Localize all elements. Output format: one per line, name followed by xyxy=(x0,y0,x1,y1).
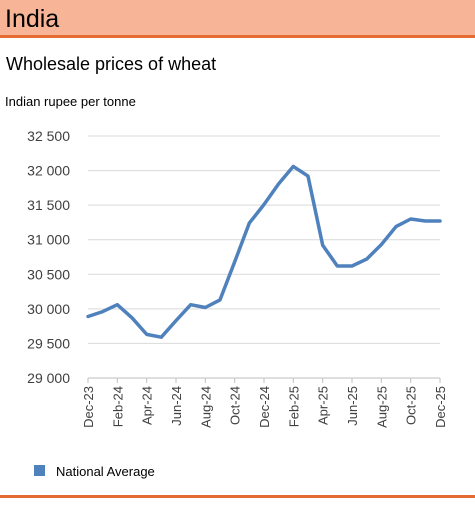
data-point xyxy=(424,220,426,222)
y-tick-label: 29 000 xyxy=(27,370,70,386)
data-point xyxy=(307,175,309,177)
y-tick-label: 31 500 xyxy=(27,197,70,213)
x-tick-label: Feb-24 xyxy=(110,386,125,427)
data-point xyxy=(380,243,382,245)
data-point xyxy=(439,220,441,222)
series-line-national-average xyxy=(86,164,442,339)
x-tick-label: Oct-24 xyxy=(228,386,243,425)
data-point xyxy=(292,165,294,167)
y-axis-unit-label: Indian rupee per tonne xyxy=(5,94,136,109)
y-tick-label: 30 500 xyxy=(27,266,70,282)
y-tick-label: 29 500 xyxy=(27,335,70,351)
data-point xyxy=(204,306,206,308)
data-point xyxy=(101,310,103,312)
data-point xyxy=(175,319,177,321)
x-tick-label: Dec-24 xyxy=(257,386,272,428)
data-point xyxy=(87,315,89,317)
x-tick-label: Dec-25 xyxy=(433,386,448,428)
data-point xyxy=(365,258,367,260)
data-point xyxy=(160,336,162,338)
country-title: India xyxy=(5,5,60,33)
data-point xyxy=(336,265,338,267)
x-tick-label: Apr-25 xyxy=(316,386,331,425)
data-point xyxy=(189,304,191,306)
data-point xyxy=(351,265,353,267)
data-point xyxy=(263,203,265,205)
y-tick-label: 32 500 xyxy=(27,128,70,144)
x-tick-label: Apr-24 xyxy=(140,386,155,425)
x-tick-label: Jun-24 xyxy=(169,386,184,426)
data-point xyxy=(277,183,279,185)
data-point xyxy=(131,317,133,319)
data-point xyxy=(248,222,250,224)
legend-swatch xyxy=(34,465,45,476)
legend-label: National Average xyxy=(56,464,155,479)
header-bar: India xyxy=(0,0,475,38)
data-point xyxy=(145,333,147,335)
data-point xyxy=(116,304,118,306)
x-tick-label: Oct-25 xyxy=(404,386,419,425)
x-tick-label: Aug-24 xyxy=(198,386,213,428)
data-point xyxy=(321,244,323,246)
x-tick-label: Jun-25 xyxy=(345,386,360,426)
data-point xyxy=(233,261,235,263)
x-tick-label: Aug-25 xyxy=(374,386,389,428)
footer-divider xyxy=(0,495,475,498)
data-point xyxy=(409,218,411,220)
y-tick-label: 32 000 xyxy=(27,163,70,179)
x-tick-label: Feb-25 xyxy=(286,386,301,427)
x-tick-label: Dec-23 xyxy=(81,386,96,428)
data-point xyxy=(219,299,221,301)
y-tick-label: 31 000 xyxy=(27,232,70,248)
data-point xyxy=(395,225,397,227)
y-tick-label: 30 000 xyxy=(27,301,70,317)
chart-title: Wholesale prices of wheat xyxy=(6,54,217,74)
